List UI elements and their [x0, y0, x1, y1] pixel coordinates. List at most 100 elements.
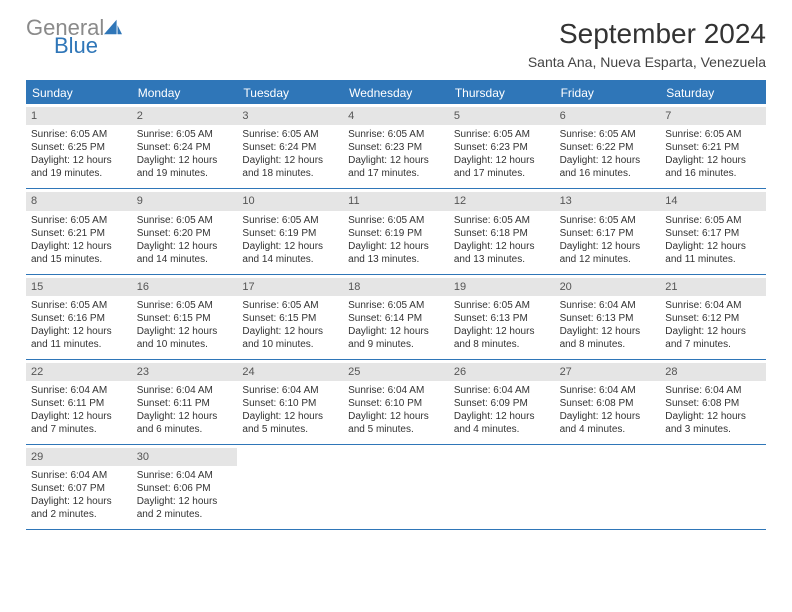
daylight-text: Daylight: 12 hours and 12 minutes.	[560, 240, 656, 266]
sunset-text: Sunset: 6:07 PM	[31, 482, 127, 495]
day-cell: 18Sunrise: 6:05 AMSunset: 6:14 PMDayligh…	[343, 275, 449, 359]
daylight-text: Daylight: 12 hours and 10 minutes.	[242, 325, 338, 351]
day-info: Sunrise: 6:05 AMSunset: 6:23 PMDaylight:…	[454, 128, 550, 180]
day-info: Sunrise: 6:05 AMSunset: 6:23 PMDaylight:…	[348, 128, 444, 180]
day-number-row: 19	[449, 278, 555, 296]
day-cell: 8 Sunrise: 6:05 AMSunset: 6:21 PMDaylight…	[26, 189, 132, 273]
sunrise-text: Sunrise: 6:05 AM	[348, 128, 444, 141]
daylight-text: Daylight: 12 hours and 19 minutes.	[31, 154, 127, 180]
daylight-text: Daylight: 12 hours and 17 minutes.	[348, 154, 444, 180]
sunset-text: Sunset: 6:25 PM	[31, 141, 127, 154]
page-title: September 2024	[528, 18, 766, 50]
sunrise-text: Sunrise: 6:04 AM	[454, 384, 550, 397]
daylight-text: Daylight: 12 hours and 8 minutes.	[560, 325, 656, 351]
sunset-text: Sunset: 6:13 PM	[560, 312, 656, 325]
day-cell: 22Sunrise: 6:04 AMSunset: 6:11 PMDayligh…	[26, 360, 132, 444]
page-header: General Blue September 2024 Santa Ana, N…	[26, 18, 766, 70]
day-number: 23	[137, 366, 149, 378]
sunset-text: Sunset: 6:19 PM	[242, 227, 338, 240]
sunset-text: Sunset: 6:06 PM	[137, 482, 233, 495]
daylight-text: Daylight: 12 hours and 5 minutes.	[242, 410, 338, 436]
day-number: 29	[31, 451, 43, 463]
day-number-row: 2	[132, 107, 238, 125]
sunset-text: Sunset: 6:23 PM	[348, 141, 444, 154]
day-number-row: 27	[555, 363, 661, 381]
daylight-text: Daylight: 12 hours and 7 minutes.	[31, 410, 127, 436]
daylight-text: Daylight: 12 hours and 6 minutes.	[137, 410, 233, 436]
day-number: 13	[560, 195, 572, 207]
day-number-row: 17	[237, 278, 343, 296]
day-number: 5	[454, 110, 460, 122]
day-number-row: 28	[660, 363, 766, 381]
day-number: 4	[348, 110, 354, 122]
day-number-row: 10	[237, 192, 343, 210]
daylight-text: Daylight: 12 hours and 14 minutes.	[242, 240, 338, 266]
sunset-text: Sunset: 6:17 PM	[560, 227, 656, 240]
daylight-text: Daylight: 12 hours and 2 minutes.	[137, 495, 233, 521]
sunrise-text: Sunrise: 6:04 AM	[348, 384, 444, 397]
day-cell: 16Sunrise: 6:05 AMSunset: 6:15 PMDayligh…	[132, 275, 238, 359]
day-number: 16	[137, 281, 149, 293]
sunrise-text: Sunrise: 6:05 AM	[31, 214, 127, 227]
day-number: 11	[348, 195, 359, 207]
day-number-row: 1	[26, 107, 132, 125]
day-info: Sunrise: 6:04 AMSunset: 6:11 PMDaylight:…	[137, 384, 233, 436]
daylight-text: Daylight: 12 hours and 11 minutes.	[31, 325, 127, 351]
day-info: Sunrise: 6:05 AMSunset: 6:16 PMDaylight:…	[31, 299, 127, 351]
empty-cell	[555, 445, 661, 529]
day-info: Sunrise: 6:05 AMSunset: 6:25 PMDaylight:…	[31, 128, 127, 180]
day-number: 8	[31, 195, 37, 207]
sunrise-text: Sunrise: 6:04 AM	[560, 299, 656, 312]
empty-cell	[237, 445, 343, 529]
day-number-row: 24	[237, 363, 343, 381]
sunset-text: Sunset: 6:22 PM	[560, 141, 656, 154]
day-number: 25	[348, 366, 360, 378]
weekday-header: Monday	[132, 82, 238, 104]
day-info: Sunrise: 6:05 AMSunset: 6:24 PMDaylight:…	[137, 128, 233, 180]
daylight-text: Daylight: 12 hours and 7 minutes.	[665, 325, 761, 351]
daylight-text: Daylight: 12 hours and 13 minutes.	[454, 240, 550, 266]
day-number: 1	[31, 110, 37, 122]
sunrise-text: Sunrise: 6:04 AM	[665, 299, 761, 312]
sunrise-text: Sunrise: 6:05 AM	[560, 128, 656, 141]
day-number: 24	[242, 366, 254, 378]
day-cell: 23 Sunrise: 6:04 AMSunset: 6:11 PMDayligh…	[132, 360, 238, 444]
day-number-row: 15	[26, 278, 132, 296]
weekday-header: Friday	[555, 82, 661, 104]
sunrise-text: Sunrise: 6:04 AM	[31, 469, 127, 482]
sunrise-text: Sunrise: 6:05 AM	[454, 214, 550, 227]
day-info: Sunrise: 6:04 AMSunset: 6:08 PMDaylight:…	[560, 384, 656, 436]
sunset-text: Sunset: 6:19 PM	[348, 227, 444, 240]
sunrise-text: Sunrise: 6:05 AM	[348, 299, 444, 312]
day-info: Sunrise: 6:05 AMSunset: 6:21 PMDaylight:…	[31, 214, 127, 266]
day-number-row: 11	[343, 192, 449, 210]
sunrise-text: Sunrise: 6:04 AM	[31, 384, 127, 397]
day-number: 20	[560, 281, 572, 293]
day-number: 9	[137, 195, 143, 207]
sunset-text: Sunset: 6:14 PM	[348, 312, 444, 325]
title-block: September 2024 Santa Ana, Nueva Esparta,…	[528, 18, 766, 70]
day-number: 7	[665, 110, 671, 122]
day-number: 17	[242, 281, 254, 293]
day-info: Sunrise: 6:04 AMSunset: 6:07 PMDaylight:…	[31, 469, 127, 521]
day-number-row: 29	[26, 448, 132, 466]
empty-cell	[343, 445, 449, 529]
sunrise-text: Sunrise: 6:05 AM	[242, 128, 338, 141]
day-number: 21	[665, 281, 677, 293]
sunrise-text: Sunrise: 6:05 AM	[348, 214, 444, 227]
weekday-header: Thursday	[449, 82, 555, 104]
day-number: 28	[665, 366, 677, 378]
day-info: Sunrise: 6:04 AMSunset: 6:10 PMDaylight:…	[242, 384, 338, 436]
sunset-text: Sunset: 6:13 PM	[454, 312, 550, 325]
empty-cell	[449, 445, 555, 529]
day-cell: 30Sunrise: 6:04 AMSunset: 6:06 PMDayligh…	[132, 445, 238, 529]
day-number: 27	[560, 366, 572, 378]
page-subtitle: Santa Ana, Nueva Esparta, Venezuela	[528, 54, 766, 70]
day-number: 14	[665, 195, 677, 207]
sunset-text: Sunset: 6:21 PM	[665, 141, 761, 154]
day-number: 30	[137, 451, 149, 463]
weekday-header: Saturday	[660, 82, 766, 104]
sunrise-text: Sunrise: 6:05 AM	[137, 299, 233, 312]
daylight-text: Daylight: 12 hours and 18 minutes.	[242, 154, 338, 180]
weekday-header: Sunday	[26, 82, 132, 104]
